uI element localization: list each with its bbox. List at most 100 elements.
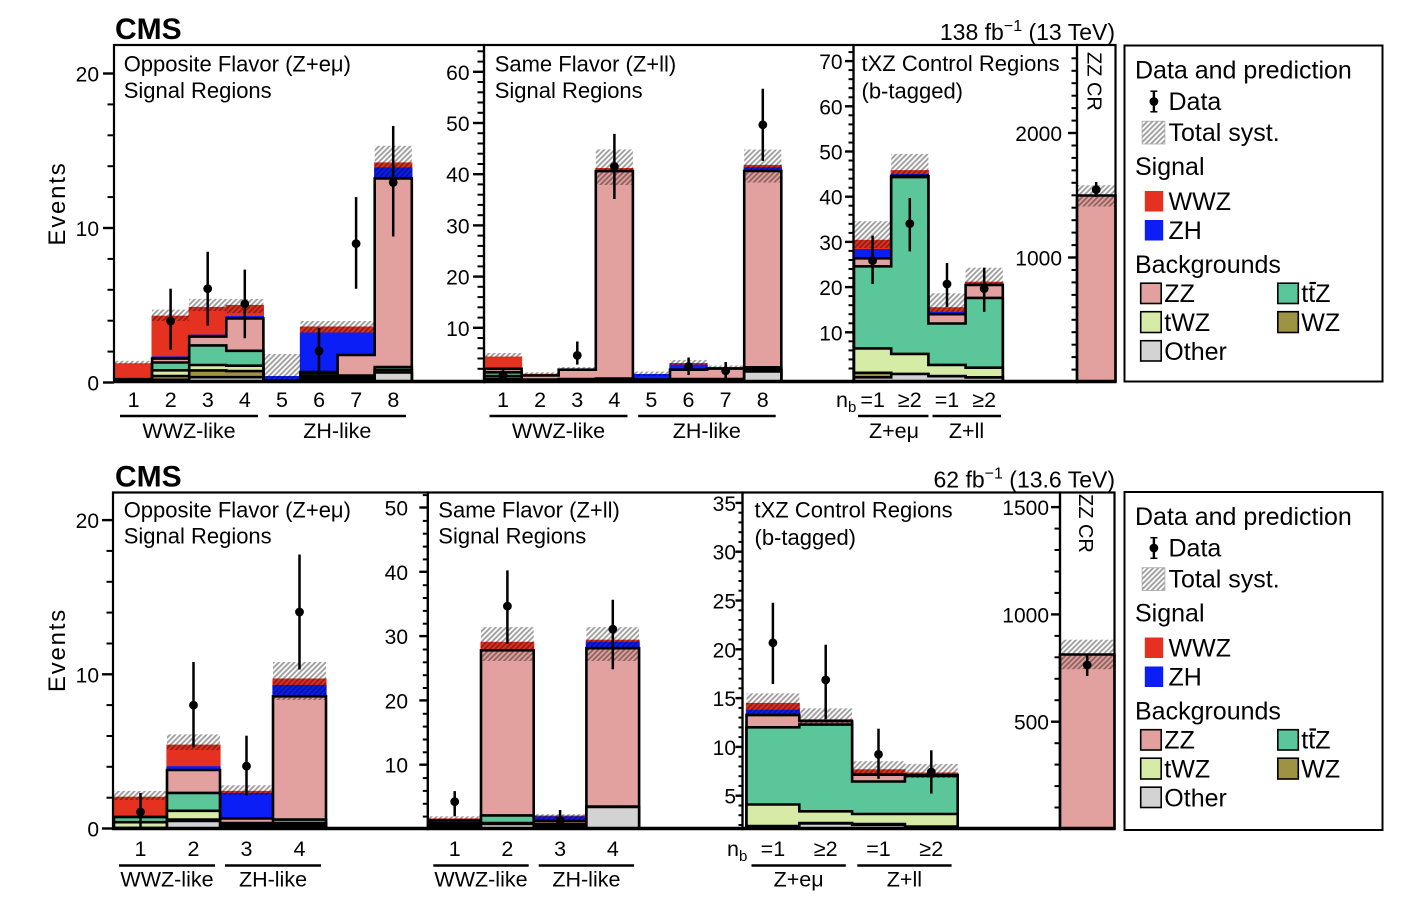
svg-text:40: 40 bbox=[446, 164, 469, 187]
svg-text:1: 1 bbox=[135, 837, 147, 861]
svg-text:≥2: ≥2 bbox=[814, 837, 838, 861]
svg-text:2: 2 bbox=[188, 837, 200, 861]
svg-text:50: 50 bbox=[446, 113, 469, 136]
svg-text:tXZ Control Regions: tXZ Control Regions bbox=[862, 51, 1060, 76]
svg-text:30: 30 bbox=[819, 232, 842, 255]
svg-text:50: 50 bbox=[819, 142, 842, 165]
svg-text:20: 20 bbox=[819, 277, 842, 300]
svg-text:1: 1 bbox=[128, 388, 140, 412]
svg-text:WWZ-like: WWZ-like bbox=[512, 419, 605, 443]
svg-text:1500: 1500 bbox=[1002, 497, 1049, 520]
svg-text:40: 40 bbox=[819, 187, 842, 210]
svg-text:1000: 1000 bbox=[1002, 604, 1049, 627]
svg-text:ZH-like: ZH-like bbox=[239, 868, 307, 892]
svg-text:138 fb−1 (13 TeV): 138 fb−1 (13 TeV) bbox=[940, 18, 1115, 45]
svg-text:Total syst.: Total syst. bbox=[1169, 119, 1280, 147]
svg-text:30: 30 bbox=[385, 626, 408, 649]
svg-text:10: 10 bbox=[385, 755, 408, 778]
svg-text:Z+ll: Z+ll bbox=[887, 868, 922, 892]
svg-text:0: 0 bbox=[87, 373, 99, 396]
svg-text:2: 2 bbox=[534, 388, 546, 412]
svg-text:Opposite Flavor (Z+eμ): Opposite Flavor (Z+eμ) bbox=[124, 52, 351, 77]
svg-text:WWZ-like: WWZ-like bbox=[120, 868, 213, 892]
svg-text:Data: Data bbox=[1169, 534, 1222, 562]
svg-text:3: 3 bbox=[554, 837, 566, 861]
svg-text:3: 3 bbox=[202, 388, 214, 412]
svg-text:ZH-like: ZH-like bbox=[552, 868, 620, 892]
svg-text:20: 20 bbox=[76, 64, 99, 87]
svg-text:Signal Regions: Signal Regions bbox=[438, 524, 586, 549]
svg-text:Signal: Signal bbox=[1135, 153, 1205, 181]
svg-text:WWZ-like: WWZ-like bbox=[142, 419, 235, 443]
svg-text:Signal Regions: Signal Regions bbox=[124, 78, 272, 103]
svg-text:25: 25 bbox=[713, 591, 736, 614]
svg-text:7: 7 bbox=[350, 388, 362, 412]
svg-text:≥2: ≥2 bbox=[898, 388, 922, 412]
svg-text:6: 6 bbox=[313, 388, 325, 412]
svg-text:Z+eμ: Z+eμ bbox=[774, 868, 824, 892]
svg-text:WZ: WZ bbox=[1301, 309, 1340, 337]
svg-text:2: 2 bbox=[501, 837, 513, 861]
svg-text:WWZ: WWZ bbox=[1169, 634, 1231, 662]
svg-text:ZZ CR: ZZ CR bbox=[1083, 52, 1105, 111]
svg-text:20: 20 bbox=[713, 639, 736, 662]
svg-text:WWZ-like: WWZ-like bbox=[434, 868, 527, 892]
svg-text:50: 50 bbox=[385, 498, 408, 521]
svg-text:(b-tagged): (b-tagged) bbox=[862, 79, 964, 104]
svg-text:tWZ: tWZ bbox=[1164, 309, 1210, 337]
svg-text:1: 1 bbox=[497, 388, 509, 412]
svg-text:2: 2 bbox=[165, 388, 177, 412]
svg-text:=1: =1 bbox=[935, 388, 960, 412]
svg-text:Signal Regions: Signal Regions bbox=[124, 524, 272, 549]
svg-text:Same Flavor (Z+ll): Same Flavor (Z+ll) bbox=[438, 498, 620, 523]
svg-text:20: 20 bbox=[76, 510, 99, 533]
svg-text:WZ: WZ bbox=[1301, 755, 1340, 783]
svg-text:tXZ Control Regions: tXZ Control Regions bbox=[755, 498, 953, 523]
svg-text:4: 4 bbox=[608, 388, 620, 412]
svg-text:5: 5 bbox=[276, 388, 288, 412]
svg-text:≥2: ≥2 bbox=[919, 837, 943, 861]
svg-text:Data and prediction: Data and prediction bbox=[1135, 503, 1352, 531]
svg-text:Other: Other bbox=[1164, 338, 1227, 366]
svg-text:3: 3 bbox=[241, 837, 253, 861]
svg-text:ZH-like: ZH-like bbox=[673, 419, 741, 443]
svg-text:Other: Other bbox=[1164, 784, 1227, 812]
svg-text:0: 0 bbox=[87, 819, 99, 842]
svg-text:15: 15 bbox=[713, 688, 736, 711]
svg-text:4: 4 bbox=[294, 837, 306, 861]
svg-text:Z+ll: Z+ll bbox=[949, 419, 984, 443]
svg-text:35: 35 bbox=[713, 493, 736, 516]
svg-text:Data and prediction: Data and prediction bbox=[1135, 57, 1352, 85]
svg-text:30: 30 bbox=[713, 542, 736, 565]
svg-text:Same Flavor (Z+ll): Same Flavor (Z+ll) bbox=[495, 52, 677, 77]
svg-text:WWZ: WWZ bbox=[1169, 188, 1231, 216]
svg-text:ZZ: ZZ bbox=[1164, 280, 1195, 308]
svg-text:60: 60 bbox=[446, 62, 469, 85]
svg-text:Z+eμ: Z+eμ bbox=[869, 419, 919, 443]
svg-text:Data: Data bbox=[1169, 88, 1222, 116]
svg-text:10: 10 bbox=[819, 322, 842, 345]
svg-text:20: 20 bbox=[385, 690, 408, 713]
svg-text:60: 60 bbox=[819, 96, 842, 119]
svg-text:1000: 1000 bbox=[1015, 248, 1062, 271]
svg-text:7: 7 bbox=[720, 388, 732, 412]
svg-text:ZH: ZH bbox=[1169, 663, 1202, 691]
svg-text:8: 8 bbox=[387, 388, 399, 412]
svg-text:ttZ: ttZ bbox=[1301, 727, 1330, 755]
svg-text:3: 3 bbox=[571, 388, 583, 412]
svg-text:ttZ: ttZ bbox=[1301, 280, 1330, 308]
svg-text:ZH: ZH bbox=[1169, 217, 1202, 245]
svg-text:Opposite Flavor (Z+eμ): Opposite Flavor (Z+eμ) bbox=[124, 498, 351, 523]
svg-text:ZZ CR: ZZ CR bbox=[1074, 494, 1096, 553]
svg-text:30: 30 bbox=[446, 215, 469, 238]
svg-text:tWZ: tWZ bbox=[1164, 755, 1210, 783]
svg-text:Signal Regions: Signal Regions bbox=[495, 78, 643, 103]
svg-text:20: 20 bbox=[446, 267, 469, 290]
svg-text:(b-tagged): (b-tagged) bbox=[755, 525, 857, 550]
svg-text:8: 8 bbox=[757, 388, 769, 412]
svg-text:5: 5 bbox=[645, 388, 657, 412]
svg-text:10: 10 bbox=[76, 664, 99, 687]
svg-text:≥2: ≥2 bbox=[972, 388, 996, 412]
svg-text:Backgrounds: Backgrounds bbox=[1135, 698, 1281, 726]
svg-text:62 fb−1 (13.6 TeV): 62 fb−1 (13.6 TeV) bbox=[934, 466, 1116, 493]
